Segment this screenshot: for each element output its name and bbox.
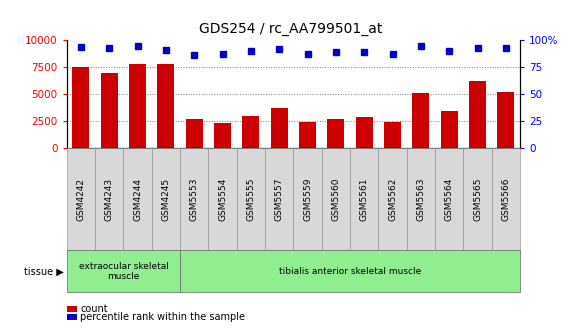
Bar [413, 93, 429, 148]
Text: GSM5553: GSM5553 [190, 177, 199, 221]
Bar [242, 116, 259, 148]
Text: GDS254 / rc_AA799501_at: GDS254 / rc_AA799501_at [199, 22, 382, 36]
Text: GSM5554: GSM5554 [218, 177, 227, 221]
Text: GSM4242: GSM4242 [77, 178, 85, 220]
Bar [469, 81, 486, 148]
Text: GSM5564: GSM5564 [444, 177, 454, 221]
Text: GSM5561: GSM5561 [360, 177, 369, 221]
Bar [129, 64, 146, 148]
Bar [186, 119, 203, 148]
Text: GSM4244: GSM4244 [133, 178, 142, 220]
Bar [497, 92, 514, 148]
Text: tibialis anterior skeletal muscle: tibialis anterior skeletal muscle [279, 267, 421, 276]
Text: GSM4243: GSM4243 [105, 177, 114, 221]
Text: count: count [80, 304, 108, 314]
Text: GSM5557: GSM5557 [275, 177, 284, 221]
Bar [299, 122, 316, 148]
Text: GSM5559: GSM5559 [303, 177, 312, 221]
Bar [73, 67, 89, 148]
Text: tissue ▶: tissue ▶ [24, 266, 64, 276]
Bar [440, 111, 458, 148]
Bar [356, 117, 373, 148]
Text: GSM5566: GSM5566 [501, 177, 510, 221]
Text: GSM5565: GSM5565 [473, 177, 482, 221]
Bar [101, 73, 118, 148]
Text: extraocular skeletal
muscle: extraocular skeletal muscle [78, 262, 168, 281]
Bar [271, 108, 288, 148]
Bar [214, 123, 231, 148]
Text: GSM5560: GSM5560 [331, 177, 340, 221]
Text: GSM5563: GSM5563 [417, 177, 425, 221]
Text: GSM5562: GSM5562 [388, 177, 397, 221]
Bar [384, 122, 401, 148]
Bar [328, 119, 345, 148]
Bar [157, 64, 174, 148]
Text: GSM5555: GSM5555 [246, 177, 256, 221]
Text: percentile rank within the sample: percentile rank within the sample [80, 312, 245, 322]
Text: GSM4245: GSM4245 [162, 177, 170, 221]
